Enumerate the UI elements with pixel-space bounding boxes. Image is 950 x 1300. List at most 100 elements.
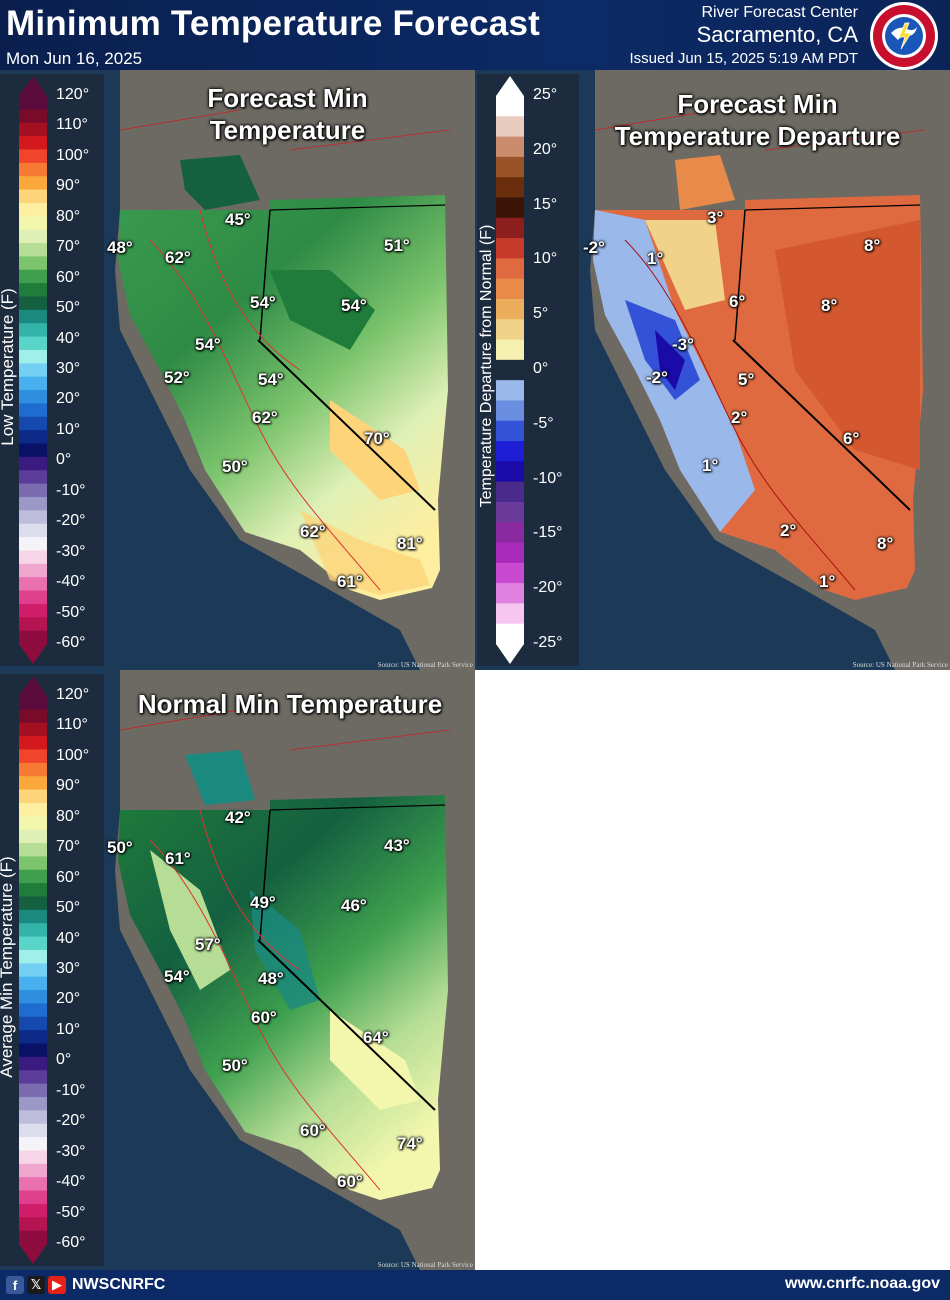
map-value-label: 46° [341, 896, 367, 915]
legend-swatch [496, 461, 524, 483]
legend-arrow-bottom [19, 1244, 47, 1264]
legend-swatch [496, 298, 524, 320]
legend-tick-label: -50° [56, 603, 86, 621]
legend-swatch [19, 776, 47, 791]
legend-swatch [19, 1177, 47, 1192]
legend-swatch [19, 483, 47, 498]
legend-swatch [19, 510, 47, 525]
legend-swatch [19, 149, 47, 164]
legend-tick-label: 90° [56, 177, 81, 195]
legend-swatch [496, 380, 524, 401]
legend-swatch [19, 550, 47, 565]
map-value-label: 60° [337, 1172, 363, 1191]
legend-tick-label: -10° [56, 481, 86, 499]
map-value-label: 6° [729, 292, 746, 311]
legend-swatch [19, 577, 47, 592]
legend-swatch [19, 1016, 47, 1031]
map-value-label: 3° [707, 208, 724, 227]
legend-swatch [19, 496, 47, 511]
legend-tick-label: -10° [533, 469, 563, 487]
legend-swatch [496, 501, 524, 523]
legend-swatch [19, 1083, 47, 1098]
facebook-icon[interactable]: f [6, 1276, 24, 1294]
map-value-label: 1° [702, 456, 719, 475]
legend-swatch [19, 603, 47, 618]
map-value-label: 51° [384, 236, 410, 255]
legend-swatch [19, 762, 47, 777]
legend-tick-label: 70° [56, 838, 81, 856]
legend-swatch [19, 390, 47, 404]
legend-tick-label: 80° [56, 207, 81, 225]
legend-swatch [496, 217, 524, 239]
legend-swatch [19, 1030, 47, 1045]
legend-tick-label: 0° [533, 360, 549, 377]
legend-swatch [19, 1217, 47, 1232]
legend-tick-label: -5° [533, 414, 554, 432]
legend-swatch [19, 269, 47, 284]
legend-swatch [496, 562, 524, 584]
legend-swatch [496, 258, 524, 280]
map-value-label: 61° [337, 572, 363, 591]
legend-swatch [19, 709, 47, 724]
map-value-label: 61° [165, 849, 191, 868]
x-twitter-icon[interactable]: 𝕏 [27, 1276, 45, 1294]
map-value-label: 43° [384, 836, 410, 855]
legend-swatch [496, 319, 524, 341]
legend-swatch [19, 923, 47, 938]
legend-tick-label: -30° [56, 1142, 86, 1160]
legend-swatch [19, 1230, 47, 1245]
legend-tick-label: 40° [56, 929, 81, 947]
website-link[interactable]: www.cnrfc.noaa.gov [785, 1275, 940, 1292]
legend-swatch [19, 363, 47, 378]
map-value-label: 62° [165, 248, 191, 267]
legend-tick-label: -25° [533, 634, 563, 651]
legend-swatch [19, 403, 47, 418]
map-value-label: 50° [222, 457, 248, 476]
map-value-label: 81° [397, 534, 423, 553]
map-value-label: 54° [195, 335, 221, 354]
legend-tick-label: -20° [533, 579, 563, 597]
footer-bar: f 𝕏 ▶ NWSCNRFC www.cnrfc.noaa.gov [0, 1270, 950, 1300]
map-value-label: 62° [300, 522, 326, 541]
map-value-label: 5° [738, 370, 755, 389]
source-note: Source: US National Park Service [377, 1261, 473, 1269]
legend-swatch [19, 1056, 47, 1071]
map-value-label: 52° [164, 368, 190, 387]
legend-swatch [19, 323, 47, 338]
legend-swatch [496, 481, 524, 503]
legend-swatch [19, 349, 47, 364]
legend-tick-label: 0° [56, 1051, 72, 1069]
map-value-label: 57° [195, 935, 221, 954]
map-value-label: 2° [780, 521, 797, 540]
panel-title-line2: Temperature [209, 115, 366, 145]
legend-swatch [19, 976, 47, 991]
legend-tick-label: -60° [56, 1234, 86, 1251]
office-line1: River Forecast Center [701, 4, 859, 21]
legend-swatch [19, 856, 47, 871]
legend-swatch [19, 963, 47, 978]
legend-swatch [19, 256, 47, 271]
legend-swatch [19, 336, 47, 351]
legend-tick-label: -40° [56, 1173, 86, 1191]
panel-title-forecast: Forecast Min Temperature [180, 82, 395, 146]
legend-tick-label: -50° [56, 1203, 86, 1221]
legend-swatch [19, 1096, 47, 1111]
panel-title-departure: Forecast Min Temperature Departure [595, 88, 920, 152]
legend-tick-label: -15° [533, 524, 563, 542]
legend-swatch [19, 722, 47, 737]
social-handle[interactable]: NWSCNRFC [72, 1276, 166, 1293]
youtube-icon[interactable]: ▶ [48, 1276, 66, 1294]
legend-swatch [19, 563, 47, 578]
legend-swatch [496, 339, 524, 361]
legend-swatch [19, 1190, 47, 1205]
legend-tick-label: 10° [56, 1020, 81, 1038]
legend-swatch [19, 430, 47, 445]
map-value-label: 74° [397, 1134, 423, 1153]
map-value-label: 45° [225, 210, 251, 229]
legend-swatch [496, 96, 524, 117]
legend-swatch [19, 883, 47, 897]
legend-swatch [496, 177, 524, 198]
panel-title-line1: Forecast Min [677, 89, 838, 119]
legend-swatch [19, 189, 47, 204]
legend-swatch [19, 617, 47, 632]
